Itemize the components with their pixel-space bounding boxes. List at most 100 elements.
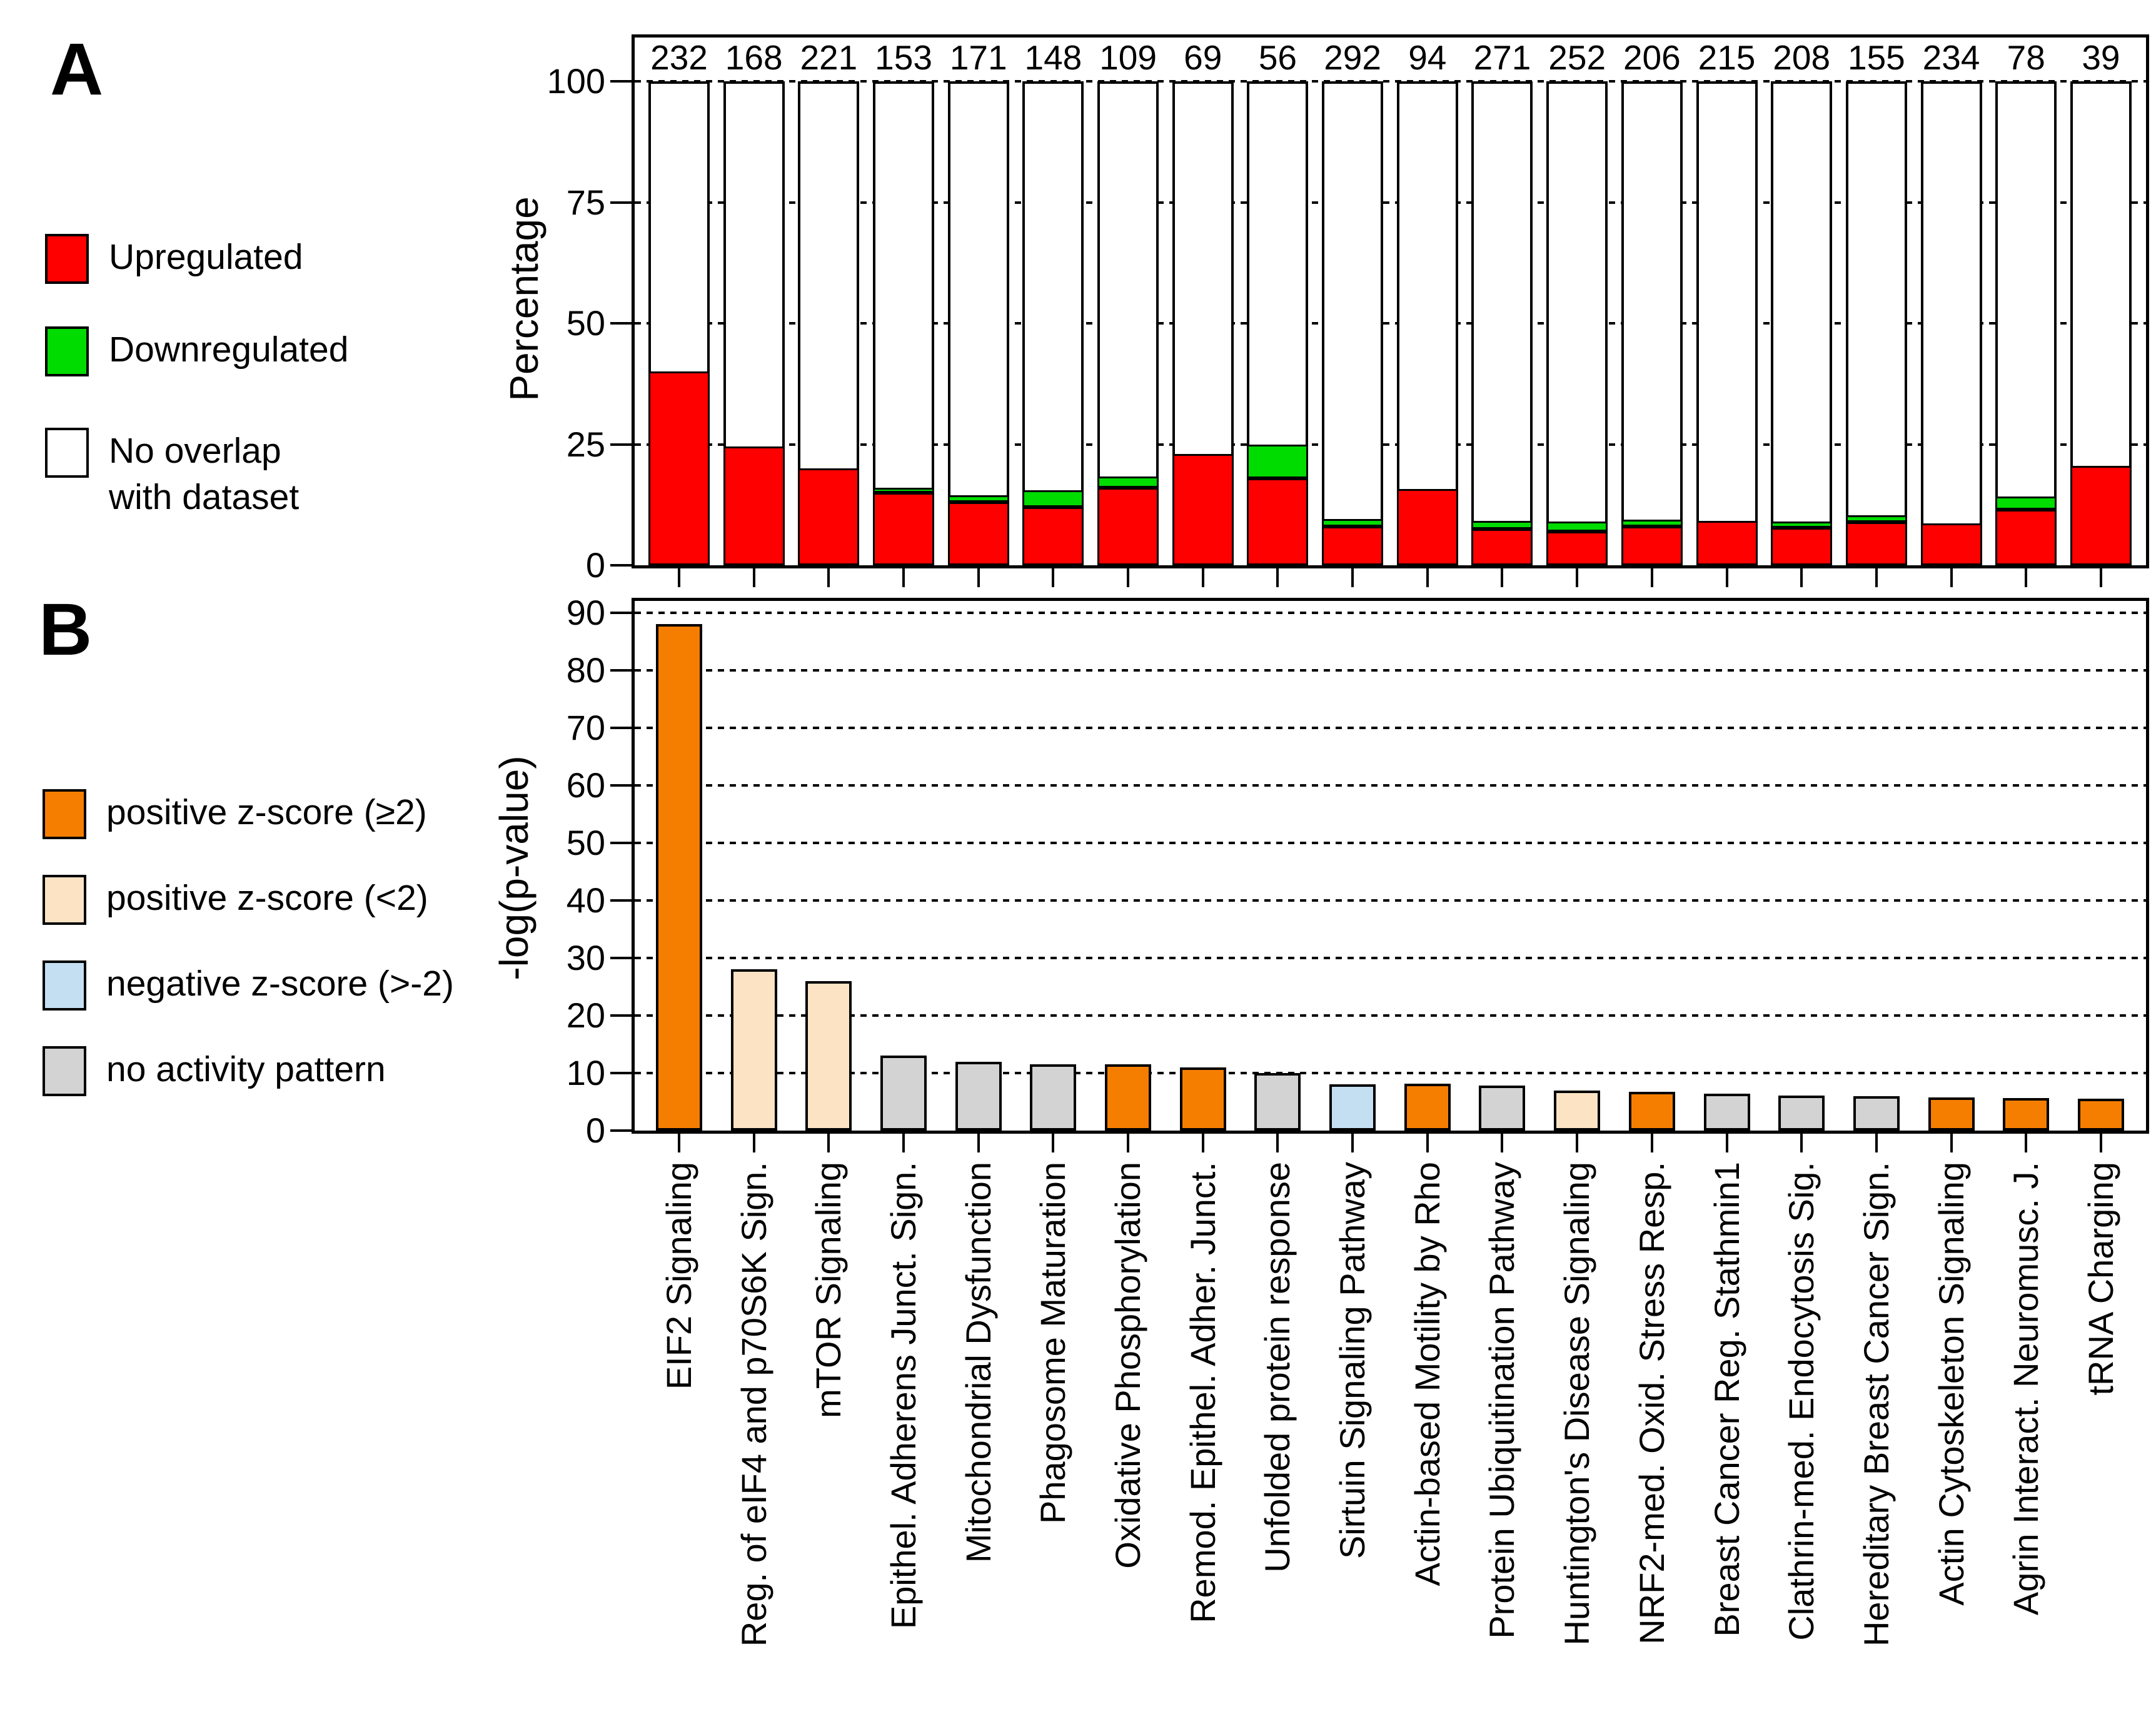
bar-b-14: [1628, 1092, 1675, 1131]
panel-a-y-axis-title: Percentage: [501, 196, 547, 401]
y-tick-label-b-30: 30: [566, 938, 605, 977]
x-tick-b: [2099, 1134, 2102, 1152]
x-tick-a: [1950, 568, 1953, 587]
bar-count: 148: [1024, 38, 1082, 77]
x-tick-a: [1426, 568, 1429, 587]
x-axis-label-text: NRF2-med. Oxid. Stress Resp.: [1631, 1162, 1671, 1645]
bar-b-15: [1703, 1094, 1750, 1131]
bar-a-no-overlap: [1322, 81, 1384, 565]
bar-a-upregulated: [1845, 522, 1907, 565]
y-tick-b-50: [610, 842, 632, 844]
x-axis-label: Reg. of eIF4 and p70S6K Sign.: [734, 1162, 773, 1646]
y-tick-a-0: [610, 564, 632, 567]
bar-count: 292: [1324, 38, 1381, 77]
x-tick-b: [2025, 1134, 2028, 1152]
bar-b-10: [1329, 1084, 1376, 1131]
bar-a-upregulated: [723, 446, 785, 565]
x-axis-label-text: Sirtuin Signaling Pathway: [1332, 1162, 1373, 1560]
bar-a-downregulated: [1097, 476, 1159, 488]
bar-b-16: [1778, 1095, 1825, 1131]
x-axis-label-text: Hereditary Breast Cancer Sign.: [1856, 1162, 1896, 1647]
x-axis-label-text: Actin-based Motility by Rho: [1407, 1162, 1447, 1586]
bar-a-no-overlap: [1771, 81, 1833, 565]
bar-a-upregulated: [873, 492, 935, 565]
bar-a-downregulated: [873, 488, 935, 493]
y-tick-a-50: [610, 322, 632, 325]
bar-b-11: [1404, 1083, 1451, 1131]
bar-a-downregulated: [1621, 520, 1683, 527]
x-axis-label-text: EIF2 Signaling: [659, 1162, 698, 1390]
legend-label: Downregulated: [109, 330, 349, 370]
x-tick-a: [1800, 568, 1803, 587]
bar-count: 153: [875, 38, 932, 77]
x-tick-a: [2099, 568, 2102, 587]
x-axis-label-text: Reg. of eIF4 and p70S6K Sign.: [733, 1162, 773, 1647]
bar-b-18: [1928, 1097, 1975, 1131]
y-tick-b-70: [610, 727, 632, 729]
bar-a-upregulated: [1546, 531, 1608, 565]
x-tick-a: [1501, 568, 1504, 587]
x-axis-label-text: tRNA Charging: [2080, 1162, 2120, 1396]
bar-a-upregulated: [1172, 453, 1234, 565]
x-axis-label: Unfolded protein response: [1257, 1162, 1297, 1573]
x-tick-b: [1725, 1134, 1728, 1152]
bar-a-upregulated: [1621, 527, 1683, 565]
bar-count: 252: [1548, 38, 1606, 77]
y-tick-label-b-10: 10: [566, 1053, 605, 1092]
bar-a-no-overlap: [947, 81, 1009, 565]
bar-count: 39: [2082, 38, 2120, 77]
x-tick-a: [1127, 568, 1130, 587]
gridline-a-100: [635, 80, 2146, 83]
y-tick-b-60: [610, 784, 632, 787]
negative-zscore-swatch-icon: [43, 960, 86, 1011]
bar-a-upregulated: [1022, 507, 1084, 565]
x-axis-label: Remod. Epithel. Adher. Junct.: [1183, 1162, 1222, 1623]
y-tick-b-80: [610, 669, 632, 672]
bar-b-4: [880, 1056, 927, 1131]
x-tick-b: [1650, 1134, 1653, 1152]
y-tick-b-0: [610, 1129, 632, 1132]
x-axis-label: Huntington's Disease Signaling: [1557, 1162, 1596, 1645]
y-tick-label-b-90: 90: [566, 593, 605, 632]
bar-b-1: [656, 624, 702, 1131]
bar-a-downregulated: [1771, 522, 1833, 528]
bar-count: 208: [1773, 38, 1831, 77]
gridline-a-25: [635, 443, 2146, 446]
gridline-b-30: [635, 957, 2146, 959]
x-axis-label: Protein Ubiquitination Pathway: [1482, 1162, 1521, 1639]
bar-a-no-overlap: [1022, 81, 1084, 565]
x-tick-b: [678, 1134, 680, 1152]
bar-a-downregulated: [1995, 497, 2057, 510]
x-axis-label: Epithel. Adherens Junct. Sign.: [884, 1162, 923, 1629]
x-tick-b: [1052, 1134, 1055, 1152]
legend-item-no-overlap: No overlap with dataset: [45, 428, 299, 520]
bar-a-no-overlap: [1696, 81, 1758, 565]
bar-a-upregulated: [648, 371, 710, 565]
x-axis-label-text: Mitochondrial Dysfunction: [958, 1162, 998, 1563]
gridline-b-60: [635, 784, 2146, 787]
y-tick-label-b-80: 80: [566, 650, 605, 690]
y-tick-label-b-70: 70: [566, 708, 605, 747]
x-axis-label: tRNA Charging: [2081, 1162, 2120, 1396]
panel-b-label: B: [39, 588, 93, 671]
y-tick-b-30: [610, 957, 632, 959]
bar-a-upregulated: [1771, 528, 1833, 565]
bar-a-downregulated: [1022, 490, 1084, 508]
x-axis-label: Mitochondrial Dysfunction: [959, 1162, 998, 1563]
gridline-b-50: [635, 842, 2146, 844]
x-axis-label-text: mTOR Signaling: [808, 1162, 849, 1418]
legend-item-upregulated: Upregulated: [45, 234, 303, 284]
x-tick-a: [827, 568, 830, 587]
legend-label: No overlap with dataset: [109, 428, 299, 520]
x-tick-b: [1127, 1134, 1130, 1152]
bar-a-upregulated: [1322, 527, 1384, 565]
bar-a-no-overlap: [1920, 81, 1982, 565]
x-axis-label-text: Huntington's Disease Signaling: [1557, 1162, 1597, 1646]
x-tick-a: [1351, 568, 1354, 587]
bar-a-no-overlap: [1995, 81, 2057, 565]
gridline-b-70: [635, 727, 2146, 729]
x-axis-label: Actin-based Motility by Rho: [1408, 1162, 1447, 1586]
gridline-b-20: [635, 1014, 2146, 1017]
x-tick-a: [752, 568, 755, 587]
y-tick-a-75: [610, 201, 632, 204]
